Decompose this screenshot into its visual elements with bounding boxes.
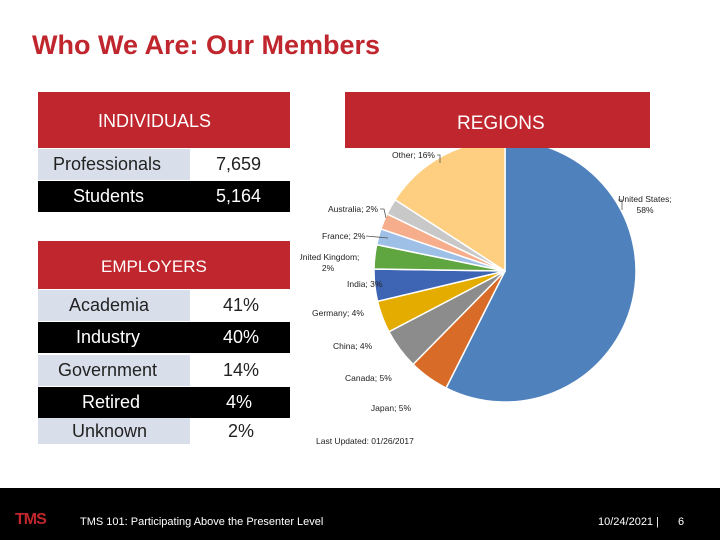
row-value: 7,659: [216, 154, 262, 174]
table-row: Students: [38, 181, 190, 212]
row-value: 14%: [223, 360, 260, 380]
pie-label-germany: Germany; 4%: [312, 308, 364, 318]
pie-slice-other: [394, 148, 506, 273]
table-cell: 4%: [190, 387, 290, 418]
row-value: 2%: [228, 421, 255, 441]
row-label: Unknown: [72, 421, 148, 441]
row-label: Industry: [76, 327, 141, 347]
pie-label-united-states: United States; 58%: [618, 194, 671, 215]
pie-label-japan: Japan; 5%: [371, 403, 412, 413]
last-updated-note: Last Updated: 01/26/2017: [316, 436, 414, 446]
row-label: Academia: [69, 295, 150, 315]
row-value: 5,164: [216, 186, 262, 206]
table-cell: 40%: [190, 322, 290, 353]
table-row: Industry: [38, 322, 190, 353]
row-label: Students: [73, 186, 145, 206]
pie-label-india: India; 3%: [347, 279, 383, 289]
pie-slice-united-states: [445, 148, 637, 403]
footer-title: TMS 101: Participating Above the Present…: [80, 516, 324, 528]
row-value: 40%: [223, 327, 260, 347]
row-label: Government: [58, 360, 158, 380]
table-cell: 41%: [190, 290, 290, 321]
table-row: Government: [38, 355, 190, 386]
leader-line: [618, 199, 623, 210]
pie-label-france: France; 2%: [322, 231, 366, 241]
pie-label-other: Other; 16%: [392, 150, 435, 160]
table-row: Retired: [38, 387, 190, 418]
row-value: 4%: [226, 392, 253, 412]
row-label: Professionals: [53, 154, 162, 174]
pie-label-canada: Canada; 5%: [345, 373, 392, 383]
table-row: Unknown: [38, 418, 190, 444]
row-value: 41%: [223, 295, 260, 315]
footer-separator: |: [656, 516, 659, 528]
pie-label-united-kingdom: United Kingdom; 2%: [300, 252, 359, 273]
table-cell: 14%: [190, 355, 290, 386]
regions-header: REGIONS: [345, 92, 650, 148]
page-number: 6: [678, 516, 685, 528]
leader-line: [365, 235, 389, 239]
table-cell: 5,164: [190, 181, 290, 212]
table-row: Professionals: [38, 149, 190, 180]
pie-label-china: China; 4%: [333, 341, 373, 351]
tms-logo: TMS: [15, 511, 47, 528]
regions-pie-chart: United States; 58% Japan; 5% Canada; 5% Chin…: [300, 148, 672, 413]
individuals-header: INDIVIDUALS: [38, 92, 290, 148]
table-row: Academia: [38, 290, 190, 321]
leader-line: [437, 154, 441, 163]
footer-bar: [0, 488, 720, 540]
slide-title: Who We Are: Our Members: [32, 30, 381, 60]
leader-line: [380, 208, 387, 219]
row-label: Retired: [82, 392, 141, 412]
table-cell: 2%: [190, 418, 290, 444]
footer-date: 10/24/2021: [598, 516, 654, 528]
table-cell: 7,659: [190, 149, 290, 180]
pie-label-australia: Australia; 2%: [328, 204, 379, 214]
employers-header: EMPLOYERS: [38, 241, 290, 289]
